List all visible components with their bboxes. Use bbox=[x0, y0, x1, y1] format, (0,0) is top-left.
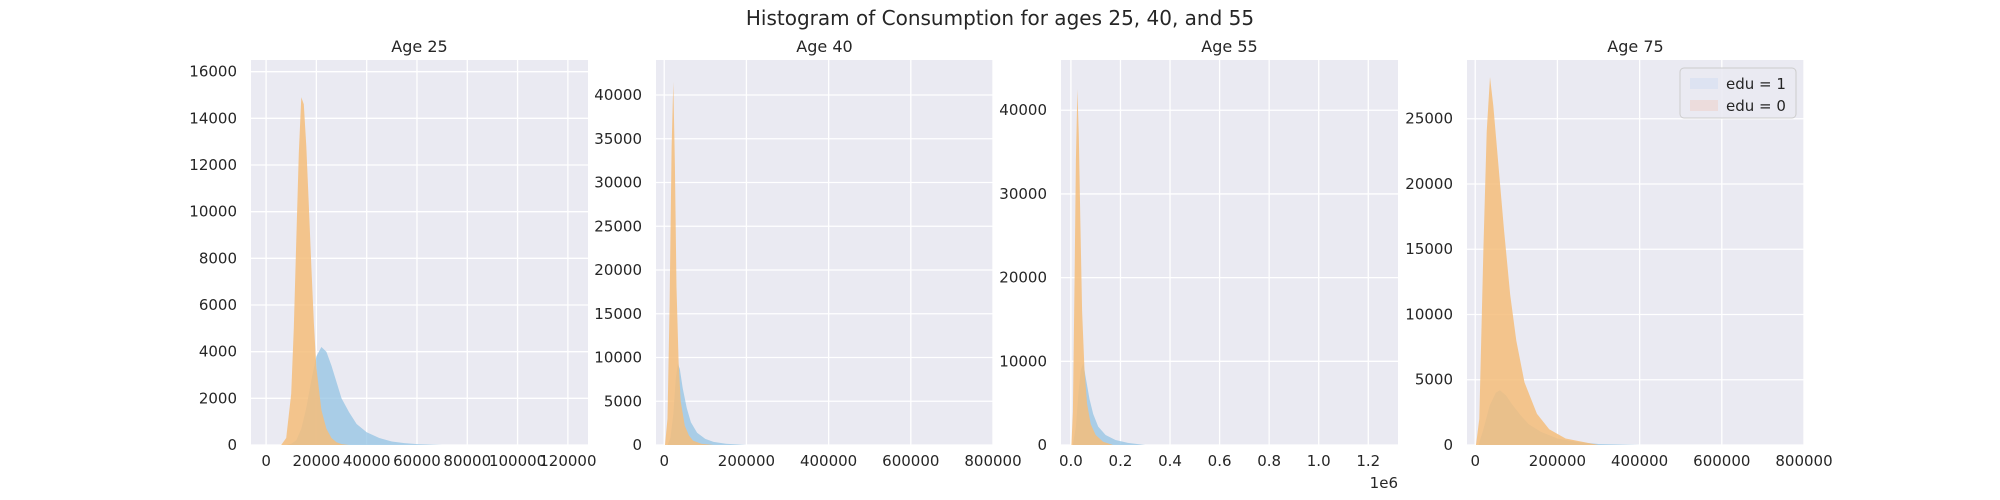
figure-title: Histogram of Consumption for ages 25, 40… bbox=[746, 6, 1254, 30]
histogram-series-edu-1 bbox=[1072, 363, 1146, 445]
y-tick-label: 8000 bbox=[199, 249, 237, 267]
x-tick-label: 120000 bbox=[539, 452, 596, 470]
y-tick-label: 30000 bbox=[999, 185, 1047, 203]
legend-label: edu = 1 bbox=[1726, 75, 1786, 93]
y-tick-label: 14000 bbox=[189, 109, 237, 127]
y-tick-label: 5000 bbox=[604, 392, 642, 410]
chart-panels: Age 250 20000 40000 60000 800001000001200000… bbox=[189, 37, 1832, 492]
panel-age-2: Age 40 0 200000 400000 600000 800000 0 5000 1000… bbox=[594, 37, 1021, 470]
legend-swatch bbox=[1690, 100, 1718, 111]
legend-label: edu = 0 bbox=[1726, 97, 1786, 115]
series-group bbox=[665, 81, 747, 445]
x-tick-label: 400000 bbox=[800, 452, 857, 470]
y-tick-label: 10000 bbox=[594, 349, 642, 367]
x-tick-label: 1.0 bbox=[1307, 452, 1331, 470]
x-tick-label: 600000 bbox=[882, 452, 939, 470]
x-tick-label: 800000 bbox=[1775, 452, 1832, 470]
x-tick-label: 0 bbox=[1470, 452, 1480, 470]
y-tick-label: 5000 bbox=[1415, 371, 1453, 389]
y-tick-label: 6000 bbox=[199, 296, 237, 314]
plot-area bbox=[1061, 60, 1398, 445]
legend-swatch bbox=[1690, 78, 1718, 89]
x-tick-label: 200000 bbox=[1529, 452, 1586, 470]
y-tick-label: 30000 bbox=[594, 174, 642, 192]
y-tick-label: 15000 bbox=[1405, 240, 1453, 258]
y-tick-label: 0 bbox=[1443, 436, 1453, 454]
x-tick-label: 80000 bbox=[443, 452, 491, 470]
histogram-series-edu-0 bbox=[281, 97, 350, 445]
series-group bbox=[1071, 89, 1146, 445]
x-tick-label: 40000 bbox=[343, 452, 391, 470]
y-tick-label: 2000 bbox=[199, 389, 237, 407]
x-tick-label: 600000 bbox=[1693, 452, 1750, 470]
legend: edu = 1 edu = 0 bbox=[1679, 67, 1797, 119]
y-tick-label: 35000 bbox=[594, 130, 642, 148]
y-tick-label: 4000 bbox=[199, 343, 237, 361]
panel-age-4: Age 75 0 200000 400000 600000 800000 0 5000 1000… bbox=[1405, 37, 1832, 470]
histogram-series-edu-1 bbox=[286, 347, 443, 445]
panel-title: Age 40 bbox=[796, 37, 852, 56]
series-group bbox=[281, 97, 443, 445]
x-tick-label: 0.4 bbox=[1158, 452, 1182, 470]
x-tick-label: 0 bbox=[261, 452, 271, 470]
y-tick-label: 25000 bbox=[594, 217, 642, 235]
y-tick-label: 10000 bbox=[999, 352, 1047, 370]
histogram-series-edu-0 bbox=[1476, 77, 1599, 445]
plot-area bbox=[656, 60, 993, 445]
y-tick-label: 20000 bbox=[1405, 175, 1453, 193]
y-tick-label: 25000 bbox=[1405, 110, 1453, 128]
y-tick-label: 0 bbox=[227, 436, 237, 454]
y-tick-label: 20000 bbox=[594, 261, 642, 279]
panel-title: Age 55 bbox=[1201, 37, 1257, 56]
x-tick-label: 20000 bbox=[293, 452, 341, 470]
y-tick-label: 16000 bbox=[189, 63, 237, 81]
x-tick-label: 0.0 bbox=[1059, 452, 1083, 470]
x-tick-label: 800000 bbox=[964, 452, 1021, 470]
x-tick-label: 60000 bbox=[393, 452, 441, 470]
x-tick-label: 0.6 bbox=[1208, 452, 1232, 470]
panel-title: Age 25 bbox=[391, 37, 447, 56]
x-tick-label: 0.8 bbox=[1257, 452, 1281, 470]
y-tick-label: 10000 bbox=[1405, 305, 1453, 323]
y-tick-label: 0 bbox=[632, 436, 642, 454]
y-tick-label: 12000 bbox=[189, 156, 237, 174]
x-tick-label: 0.2 bbox=[1109, 452, 1133, 470]
x-offset-label: 1e6 bbox=[1370, 474, 1398, 492]
x-tick-label: 1.2 bbox=[1356, 452, 1380, 470]
histogram-series-edu-0 bbox=[1071, 89, 1113, 445]
x-tick-label: 200000 bbox=[718, 452, 775, 470]
x-tick-label: 100000 bbox=[489, 452, 546, 470]
x-tick-label: 0 bbox=[659, 452, 669, 470]
y-tick-label: 20000 bbox=[999, 269, 1047, 287]
y-tick-label: 15000 bbox=[594, 305, 642, 323]
y-tick-label: 0 bbox=[1037, 436, 1047, 454]
series-group bbox=[1476, 77, 1640, 445]
histogram-series-edu-0 bbox=[665, 81, 714, 445]
y-tick-label: 40000 bbox=[594, 86, 642, 104]
x-tick-label: 400000 bbox=[1611, 452, 1668, 470]
panel-title: Age 75 bbox=[1607, 37, 1663, 56]
histogram-series-edu-1 bbox=[667, 363, 747, 445]
y-tick-label: 40000 bbox=[999, 101, 1047, 119]
panel-age-3: Age 55 0.0 0.2 0.4 0.6 0.8 1.0 1.2 0 10000 20000 30… bbox=[999, 37, 1398, 492]
y-tick-label: 10000 bbox=[189, 203, 237, 221]
